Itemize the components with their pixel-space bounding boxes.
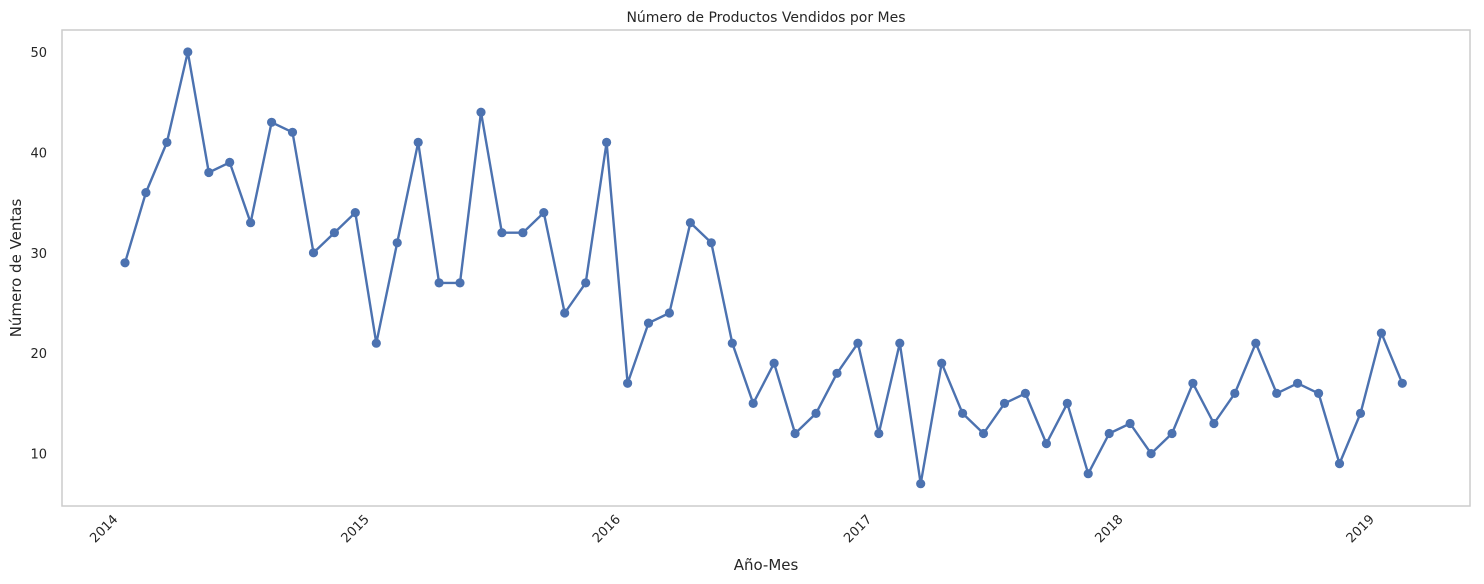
data-point: [1355, 408, 1366, 418]
data-point: [769, 358, 779, 368]
y-tick-label: 40: [30, 146, 47, 161]
data-point: [518, 228, 528, 238]
y-tick-label: 50: [30, 46, 47, 61]
data-point: [455, 278, 465, 288]
data-point: [832, 368, 842, 378]
data-point: [204, 167, 214, 178]
data-point: [685, 218, 696, 228]
y-tick-label: 20: [30, 347, 47, 362]
y-axis-title: Número de Ventas: [7, 199, 25, 338]
data-point: [1397, 378, 1407, 388]
x-tick-label: 2017: [841, 512, 875, 546]
data-point: [978, 428, 989, 439]
data-point: [560, 308, 570, 318]
data-point: [623, 378, 633, 388]
data-point: [664, 308, 675, 318]
data-point: [1272, 388, 1282, 398]
data-point: [811, 408, 821, 418]
data-point: [392, 238, 402, 248]
data-point: [183, 47, 193, 57]
x-axis-title: Año-Mes: [734, 556, 799, 574]
data-point: [643, 318, 654, 328]
data-point: [350, 208, 360, 218]
data-point: [1146, 449, 1156, 459]
x-tick-label: 2018: [1092, 512, 1126, 546]
data-point: [874, 428, 884, 439]
data-point: [267, 117, 277, 127]
data-point: [308, 248, 319, 258]
y-tick-label: 10: [30, 448, 47, 463]
data-point: [287, 127, 298, 137]
data-point: [497, 228, 507, 238]
data-points: [120, 47, 1407, 489]
data-point: [895, 338, 905, 348]
plot-area-frame: [61, 29, 1471, 507]
data-point: [162, 137, 172, 147]
data-point: [581, 278, 591, 288]
data-point: [246, 218, 256, 228]
data-point: [999, 398, 1010, 408]
x-axis-ticks: 2014 2015 2016 2017 2018 2019: [87, 512, 1377, 546]
data-point: [1314, 388, 1324, 398]
series-line: [123, 50, 1404, 485]
data-point: [1041, 439, 1051, 449]
data-point: [1376, 328, 1386, 338]
data-point: [1334, 459, 1345, 469]
data-point: [1020, 388, 1030, 398]
x-tick-label: 2019: [1344, 512, 1378, 546]
data-point: [1104, 428, 1114, 439]
chart-title: Número de Productos Vendidos por Mes: [626, 10, 905, 26]
data-point: [602, 137, 612, 147]
data-point: [1209, 418, 1219, 429]
x-tick-label: 2016: [590, 512, 624, 546]
x-tick-label: 2014: [87, 512, 121, 546]
data-point: [937, 358, 947, 368]
data-point: [748, 398, 758, 408]
data-point: [790, 428, 800, 439]
data-point: [1125, 418, 1135, 429]
data-point: [706, 238, 716, 248]
data-point: [141, 188, 151, 198]
data-point: [727, 338, 737, 348]
data-point: [1251, 338, 1261, 348]
data-point: [434, 278, 444, 288]
data-point: [853, 338, 863, 348]
data-point: [539, 208, 549, 218]
data-point: [1062, 398, 1072, 408]
data-point: [225, 157, 235, 167]
data-point: [413, 137, 423, 147]
data-point: [1083, 469, 1093, 479]
y-tick-label: 30: [30, 247, 47, 262]
data-point: [1230, 388, 1240, 398]
data-point: [476, 107, 486, 117]
data-point: [1293, 378, 1303, 388]
data-point: [329, 228, 339, 238]
data-point: [120, 258, 130, 268]
data-point: [916, 479, 926, 489]
data-point: [1167, 428, 1177, 439]
y-axis-ticks: 10 20 30 40 50: [30, 46, 47, 463]
x-tick-label: 2015: [339, 512, 373, 546]
data-point: [1188, 378, 1198, 388]
data-point: [958, 408, 968, 418]
data-point: [371, 338, 381, 348]
